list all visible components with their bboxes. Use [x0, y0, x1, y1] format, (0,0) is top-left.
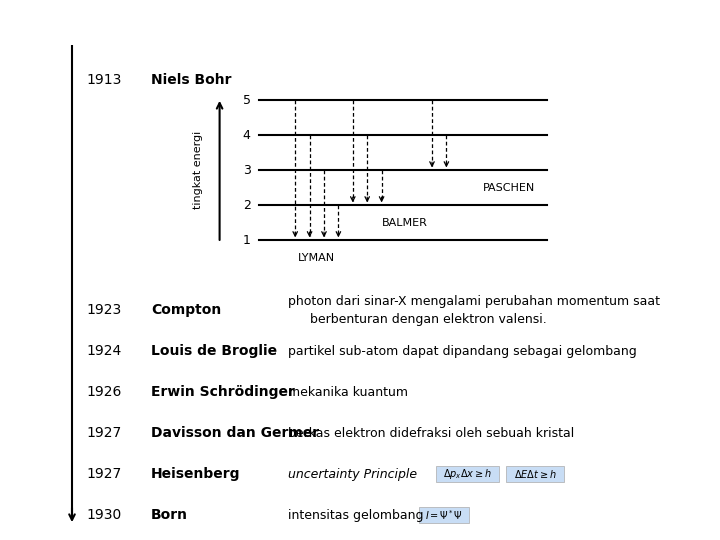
Text: tingkat energi: tingkat energi	[193, 131, 203, 210]
FancyBboxPatch shape	[436, 466, 499, 482]
FancyBboxPatch shape	[419, 507, 469, 523]
Text: $\Delta E \Delta t \geq h$: $\Delta E \Delta t \geq h$	[513, 468, 557, 480]
Text: Compton: Compton	[151, 303, 222, 317]
Text: Erwin Schrödinger: Erwin Schrödinger	[151, 385, 295, 399]
Text: 3: 3	[243, 164, 251, 177]
FancyBboxPatch shape	[506, 466, 564, 482]
Text: Perkembangan Konsep Atom: Perkembangan Konsep Atom	[9, 8, 417, 32]
Text: berkas elektron didefraksi oleh sebuah kristal: berkas elektron didefraksi oleh sebuah k…	[288, 427, 575, 440]
Text: 1930: 1930	[86, 508, 122, 522]
Text: BALMER: BALMER	[382, 218, 428, 228]
Text: 1927: 1927	[86, 467, 122, 481]
Text: 1923: 1923	[86, 303, 122, 317]
Text: 1913: 1913	[86, 73, 122, 87]
Text: LYMAN: LYMAN	[298, 253, 336, 263]
Text: intensitas gelombang: intensitas gelombang	[288, 509, 423, 522]
Text: 1926: 1926	[86, 385, 122, 399]
Text: $\Delta p_x \Delta x \geq h$: $\Delta p_x \Delta x \geq h$	[443, 467, 492, 481]
Text: Davisson dan Germer: Davisson dan Germer	[151, 426, 320, 440]
Text: $I = \Psi^*\Psi$: $I = \Psi^*\Psi$	[426, 508, 463, 522]
Text: partikel sub-atom dapat dipandang sebagai gelombang: partikel sub-atom dapat dipandang sebaga…	[288, 345, 636, 357]
Text: uncertainty Principle: uncertainty Principle	[288, 468, 417, 481]
Text: 2: 2	[243, 199, 251, 212]
Text: 5: 5	[243, 94, 251, 107]
Text: Born: Born	[151, 508, 188, 522]
Text: 4: 4	[243, 129, 251, 142]
Text: 1: 1	[243, 234, 251, 247]
Text: PASCHEN: PASCHEN	[482, 183, 535, 193]
Text: Niels Bohr: Niels Bohr	[151, 73, 232, 87]
Text: berbenturan dengan elektron valensi.: berbenturan dengan elektron valensi.	[310, 313, 546, 326]
Text: Heisenberg: Heisenberg	[151, 467, 240, 481]
Text: Louis de Broglie: Louis de Broglie	[151, 344, 277, 358]
Text: 1927: 1927	[86, 426, 122, 440]
Text: photon dari sinar-X mengalami perubahan momentum saat: photon dari sinar-X mengalami perubahan …	[288, 295, 660, 308]
Text: mekanika kuantum: mekanika kuantum	[288, 386, 408, 399]
Text: 1924: 1924	[86, 344, 122, 358]
